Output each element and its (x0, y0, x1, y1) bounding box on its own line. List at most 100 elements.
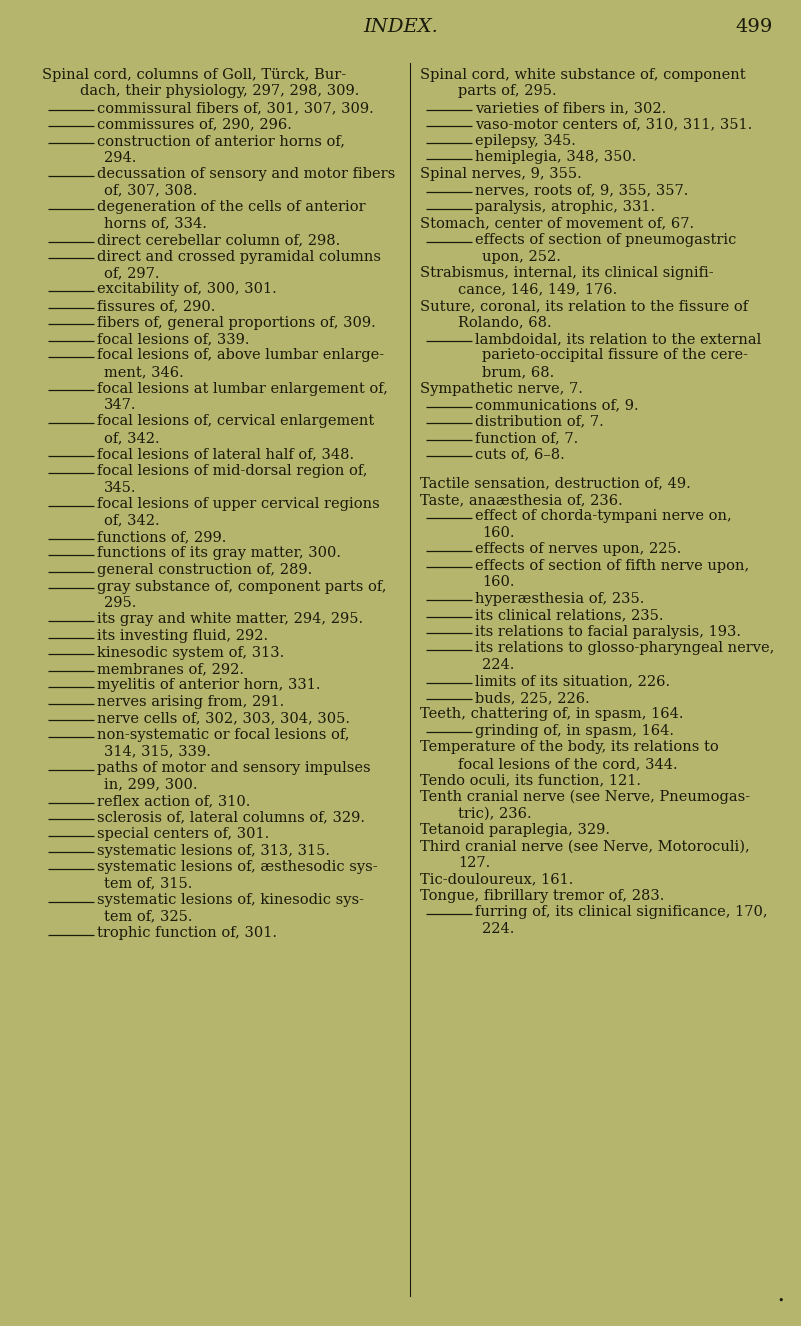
Text: cance, 146, 149, 176.: cance, 146, 149, 176. (458, 282, 618, 297)
Text: buds, 225, 226.: buds, 225, 226. (475, 691, 590, 705)
Text: paths of motor and sensory impulses: paths of motor and sensory impulses (97, 761, 371, 774)
Text: focal lesions of mid-dorsal region of,: focal lesions of mid-dorsal region of, (97, 464, 368, 477)
Text: 499: 499 (735, 19, 773, 36)
Text: communications of, 9.: communications of, 9. (475, 398, 638, 412)
Text: Tic-douloureux, 161.: Tic-douloureux, 161. (420, 873, 574, 886)
Text: focal lesions of, above lumbar enlarge-: focal lesions of, above lumbar enlarge- (97, 349, 384, 362)
Text: membranes of, 292.: membranes of, 292. (97, 662, 244, 676)
Text: focal lesions of lateral half of, 348.: focal lesions of lateral half of, 348. (97, 447, 354, 461)
Text: systematic lesions of, kinesodic sys-: systematic lesions of, kinesodic sys- (97, 892, 364, 907)
Text: 224.: 224. (482, 658, 514, 672)
Text: fibers of, general proportions of, 309.: fibers of, general proportions of, 309. (97, 316, 376, 329)
Text: special centers of, 301.: special centers of, 301. (97, 827, 269, 841)
Text: varieties of fibers in, 302.: varieties of fibers in, 302. (475, 101, 666, 115)
Text: 347.: 347. (104, 398, 136, 412)
Text: of, 307, 308.: of, 307, 308. (104, 183, 197, 198)
Text: Tongue, fibrillary tremor of, 283.: Tongue, fibrillary tremor of, 283. (420, 888, 664, 903)
Text: Sympathetic nerve, 7.: Sympathetic nerve, 7. (420, 382, 583, 395)
Text: ment, 346.: ment, 346. (104, 365, 183, 379)
Text: 314, 315, 339.: 314, 315, 339. (104, 744, 211, 758)
Text: Tenth cranial nerve (see Nerve, Pneumogas-: Tenth cranial nerve (see Nerve, Pneumoga… (420, 790, 750, 805)
Text: Rolando, 68.: Rolando, 68. (458, 316, 552, 329)
Text: 294.: 294. (104, 150, 136, 164)
Text: furring of, its clinical significance, 170,: furring of, its clinical significance, 1… (475, 906, 767, 919)
Text: limits of its situation, 226.: limits of its situation, 226. (475, 675, 670, 688)
Text: focal lesions of, 339.: focal lesions of, 339. (97, 332, 249, 346)
Text: focal lesions of the cord, 344.: focal lesions of the cord, 344. (458, 757, 678, 770)
Text: hyperæsthesia of, 235.: hyperæsthesia of, 235. (475, 591, 644, 606)
Text: systematic lesions of, 313, 315.: systematic lesions of, 313, 315. (97, 843, 330, 858)
Text: nerve cells of, 302, 303, 304, 305.: nerve cells of, 302, 303, 304, 305. (97, 712, 350, 725)
Text: cuts of, 6–8.: cuts of, 6–8. (475, 447, 565, 461)
Text: effects of section of pneumogastric: effects of section of pneumogastric (475, 233, 736, 247)
Text: non-systematic or focal lesions of,: non-systematic or focal lesions of, (97, 728, 349, 743)
Text: systematic lesions of, æsthesodic sys-: systematic lesions of, æsthesodic sys- (97, 861, 377, 874)
Text: focal lesions of upper cervical regions: focal lesions of upper cervical regions (97, 497, 380, 511)
Text: Tendo oculi, its function, 121.: Tendo oculi, its function, 121. (420, 773, 641, 788)
Text: tric), 236.: tric), 236. (458, 806, 532, 821)
Text: of, 297.: of, 297. (104, 267, 159, 280)
Text: effects of section of fifth nerve upon,: effects of section of fifth nerve upon, (475, 558, 749, 573)
Text: commissural fibers of, 301, 307, 309.: commissural fibers of, 301, 307, 309. (97, 101, 374, 115)
Text: distribution of, 7.: distribution of, 7. (475, 415, 604, 428)
Text: in, 299, 300.: in, 299, 300. (104, 777, 198, 792)
Text: upon, 252.: upon, 252. (482, 249, 561, 264)
Text: dach, their physiology, 297, 298, 309.: dach, their physiology, 297, 298, 309. (80, 85, 360, 98)
Text: 224.: 224. (482, 922, 514, 936)
Text: tem of, 325.: tem of, 325. (104, 910, 192, 923)
Text: focal lesions of, cervical enlargement: focal lesions of, cervical enlargement (97, 415, 374, 428)
Text: lambdoidal, its relation to the external: lambdoidal, its relation to the external (475, 332, 761, 346)
Text: paralysis, atrophic, 331.: paralysis, atrophic, 331. (475, 200, 655, 213)
Text: effect of chorda-tympani nerve on,: effect of chorda-tympani nerve on, (475, 509, 732, 524)
Text: general construction of, 289.: general construction of, 289. (97, 564, 312, 577)
Text: effects of nerves upon, 225.: effects of nerves upon, 225. (475, 542, 682, 557)
Text: Taste, anaæsthesia of, 236.: Taste, anaæsthesia of, 236. (420, 493, 622, 507)
Text: Spinal cord, white substance of, component: Spinal cord, white substance of, compone… (420, 68, 746, 82)
Text: functions of, 299.: functions of, 299. (97, 530, 227, 544)
Text: Teeth, chattering of, in spasm, 164.: Teeth, chattering of, in spasm, 164. (420, 707, 683, 721)
Text: construction of anterior horns of,: construction of anterior horns of, (97, 134, 345, 149)
Text: kinesodic system of, 313.: kinesodic system of, 313. (97, 646, 284, 659)
Text: horns of, 334.: horns of, 334. (104, 216, 207, 231)
Text: excitability of, 300, 301.: excitability of, 300, 301. (97, 282, 277, 297)
Text: vaso-motor centers of, 310, 311, 351.: vaso-motor centers of, 310, 311, 351. (475, 118, 752, 131)
Text: •: • (778, 1296, 784, 1306)
Text: parts of, 295.: parts of, 295. (458, 85, 557, 98)
Text: epilepsy, 345.: epilepsy, 345. (475, 134, 576, 149)
Text: its investing fluid, 292.: its investing fluid, 292. (97, 629, 268, 643)
Text: commissures of, 290, 296.: commissures of, 290, 296. (97, 118, 292, 131)
Text: nerves, roots of, 9, 355, 357.: nerves, roots of, 9, 355, 357. (475, 183, 688, 198)
Text: degeneration of the cells of anterior: degeneration of the cells of anterior (97, 200, 365, 213)
Text: Tetanoid paraplegia, 329.: Tetanoid paraplegia, 329. (420, 823, 610, 837)
Text: 295.: 295. (104, 595, 136, 610)
Text: tem of, 315.: tem of, 315. (104, 876, 192, 891)
Text: INDEX.: INDEX. (363, 19, 438, 36)
Text: its clinical relations, 235.: its clinical relations, 235. (475, 609, 663, 622)
Text: Tactile sensation, destruction of, 49.: Tactile sensation, destruction of, 49. (420, 476, 690, 491)
Text: Stomach, center of movement of, 67.: Stomach, center of movement of, 67. (420, 216, 694, 231)
Text: function of, 7.: function of, 7. (475, 431, 578, 446)
Text: 345.: 345. (104, 480, 136, 495)
Text: hemiplegia, 348, 350.: hemiplegia, 348, 350. (475, 150, 636, 164)
Text: reflex action of, 310.: reflex action of, 310. (97, 794, 251, 808)
Text: its relations to facial paralysis, 193.: its relations to facial paralysis, 193. (475, 625, 741, 639)
Text: parieto-occipital fissure of the cere-: parieto-occipital fissure of the cere- (482, 349, 748, 362)
Text: decussation of sensory and motor fibers: decussation of sensory and motor fibers (97, 167, 395, 182)
Text: Spinal cord, columns of Goll, Türck, Bur-: Spinal cord, columns of Goll, Türck, Bur… (42, 68, 346, 82)
Text: its relations to glosso-pharyngeal nerve,: its relations to glosso-pharyngeal nerve… (475, 642, 775, 655)
Text: of, 342.: of, 342. (104, 513, 159, 528)
Text: functions of its gray matter, 300.: functions of its gray matter, 300. (97, 546, 341, 561)
Text: nerves arising from, 291.: nerves arising from, 291. (97, 695, 284, 709)
Text: Strabismus, internal, its clinical signifi-: Strabismus, internal, its clinical signi… (420, 267, 714, 280)
Text: Spinal nerves, 9, 355.: Spinal nerves, 9, 355. (420, 167, 582, 182)
Text: gray substance of, component parts of,: gray substance of, component parts of, (97, 579, 387, 594)
Text: Suture, coronal, its relation to the fissure of: Suture, coronal, its relation to the fis… (420, 298, 748, 313)
Text: direct and crossed pyramidal columns: direct and crossed pyramidal columns (97, 249, 381, 264)
Text: fissures of, 290.: fissures of, 290. (97, 298, 215, 313)
Text: myelitis of anterior horn, 331.: myelitis of anterior horn, 331. (97, 679, 320, 692)
Text: 127.: 127. (458, 855, 490, 870)
Text: Third cranial nerve (see Nerve, Motoroculi),: Third cranial nerve (see Nerve, Motorocu… (420, 839, 750, 854)
Text: 160.: 160. (482, 526, 514, 540)
Text: of, 342.: of, 342. (104, 431, 159, 446)
Text: focal lesions at lumbar enlargement of,: focal lesions at lumbar enlargement of, (97, 382, 388, 395)
